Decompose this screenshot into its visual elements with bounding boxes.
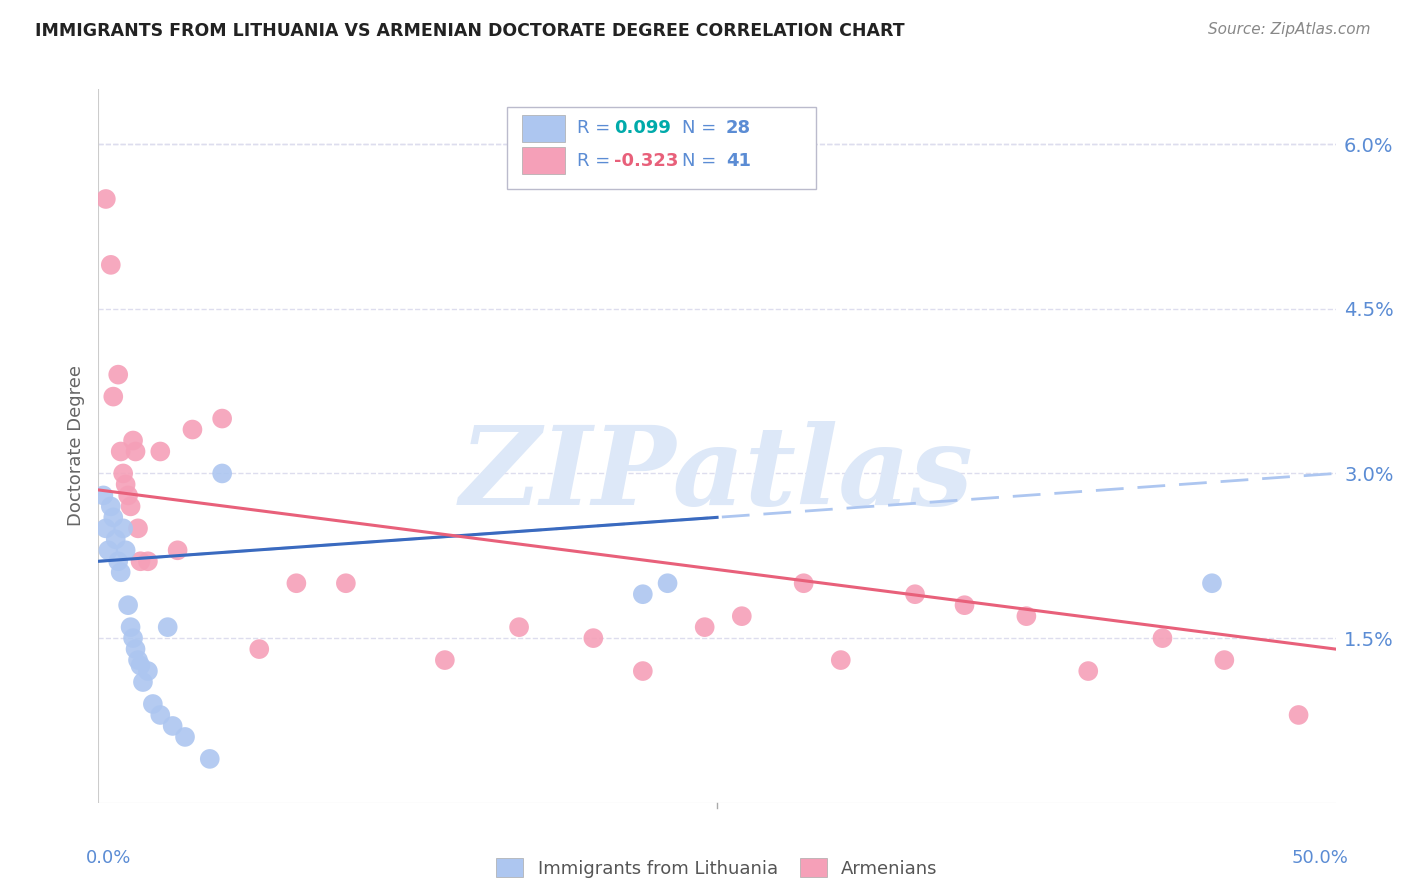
Point bbox=[124, 444, 146, 458]
Point bbox=[285, 576, 308, 591]
Point bbox=[107, 368, 129, 382]
Point bbox=[104, 533, 127, 547]
Legend: Immigrants from Lithuania, Armenians: Immigrants from Lithuania, Armenians bbox=[488, 849, 946, 887]
Point bbox=[136, 554, 159, 568]
Point bbox=[693, 620, 716, 634]
Point bbox=[100, 258, 122, 272]
Point bbox=[657, 576, 679, 591]
Point bbox=[149, 708, 172, 723]
Point bbox=[904, 587, 927, 601]
Text: ZIPatlas: ZIPatlas bbox=[460, 421, 974, 528]
Point bbox=[117, 488, 139, 502]
Point bbox=[107, 554, 129, 568]
Point bbox=[508, 620, 530, 634]
Point bbox=[1201, 576, 1223, 591]
Point bbox=[1288, 708, 1310, 723]
Bar bbox=[522, 115, 565, 142]
Point bbox=[93, 488, 115, 502]
Point bbox=[132, 675, 155, 690]
Point bbox=[1213, 653, 1236, 667]
Point bbox=[94, 521, 117, 535]
Point bbox=[103, 390, 125, 404]
Point bbox=[129, 658, 152, 673]
Text: -0.323: -0.323 bbox=[614, 152, 679, 169]
Point bbox=[156, 620, 179, 634]
Point bbox=[247, 642, 270, 657]
Text: 41: 41 bbox=[725, 152, 751, 169]
Point bbox=[631, 587, 654, 601]
Text: 28: 28 bbox=[725, 120, 751, 137]
Text: Source: ZipAtlas.com: Source: ZipAtlas.com bbox=[1208, 22, 1371, 37]
Text: N =: N = bbox=[682, 152, 723, 169]
Point bbox=[211, 411, 233, 425]
Point bbox=[211, 467, 233, 481]
Point bbox=[731, 609, 754, 624]
Point bbox=[124, 642, 146, 657]
Point bbox=[335, 576, 357, 591]
Point bbox=[149, 444, 172, 458]
Point bbox=[103, 510, 125, 524]
Point bbox=[1015, 609, 1038, 624]
Point bbox=[162, 719, 184, 733]
Text: 0.0%: 0.0% bbox=[86, 849, 131, 867]
Point bbox=[127, 521, 149, 535]
Point bbox=[114, 543, 136, 558]
Point bbox=[198, 752, 221, 766]
Point bbox=[631, 664, 654, 678]
Point bbox=[100, 500, 122, 514]
Point bbox=[122, 631, 145, 645]
Point bbox=[110, 444, 132, 458]
FancyBboxPatch shape bbox=[506, 107, 815, 189]
Point bbox=[112, 467, 135, 481]
Point bbox=[793, 576, 815, 591]
Text: R =: R = bbox=[578, 120, 616, 137]
Point bbox=[953, 598, 976, 612]
Point bbox=[1152, 631, 1174, 645]
Point bbox=[181, 423, 204, 437]
Point bbox=[117, 598, 139, 612]
Point bbox=[174, 730, 197, 744]
Y-axis label: Doctorate Degree: Doctorate Degree bbox=[66, 366, 84, 526]
Point bbox=[142, 697, 165, 711]
Point bbox=[120, 500, 142, 514]
Point bbox=[94, 192, 117, 206]
Text: 0.099: 0.099 bbox=[614, 120, 671, 137]
Point bbox=[1077, 664, 1099, 678]
Point bbox=[582, 631, 605, 645]
Point bbox=[114, 477, 136, 491]
Text: N =: N = bbox=[682, 120, 723, 137]
Point bbox=[112, 521, 135, 535]
Point bbox=[120, 620, 142, 634]
Text: 50.0%: 50.0% bbox=[1291, 849, 1348, 867]
Point bbox=[136, 664, 159, 678]
Point bbox=[166, 543, 188, 558]
Point bbox=[127, 653, 149, 667]
Bar bbox=[522, 147, 565, 174]
Point bbox=[433, 653, 456, 667]
Point bbox=[129, 554, 152, 568]
Text: R =: R = bbox=[578, 152, 616, 169]
Text: IMMIGRANTS FROM LITHUANIA VS ARMENIAN DOCTORATE DEGREE CORRELATION CHART: IMMIGRANTS FROM LITHUANIA VS ARMENIAN DO… bbox=[35, 22, 905, 40]
Point bbox=[830, 653, 852, 667]
Point bbox=[122, 434, 145, 448]
Point bbox=[97, 543, 120, 558]
Point bbox=[110, 566, 132, 580]
